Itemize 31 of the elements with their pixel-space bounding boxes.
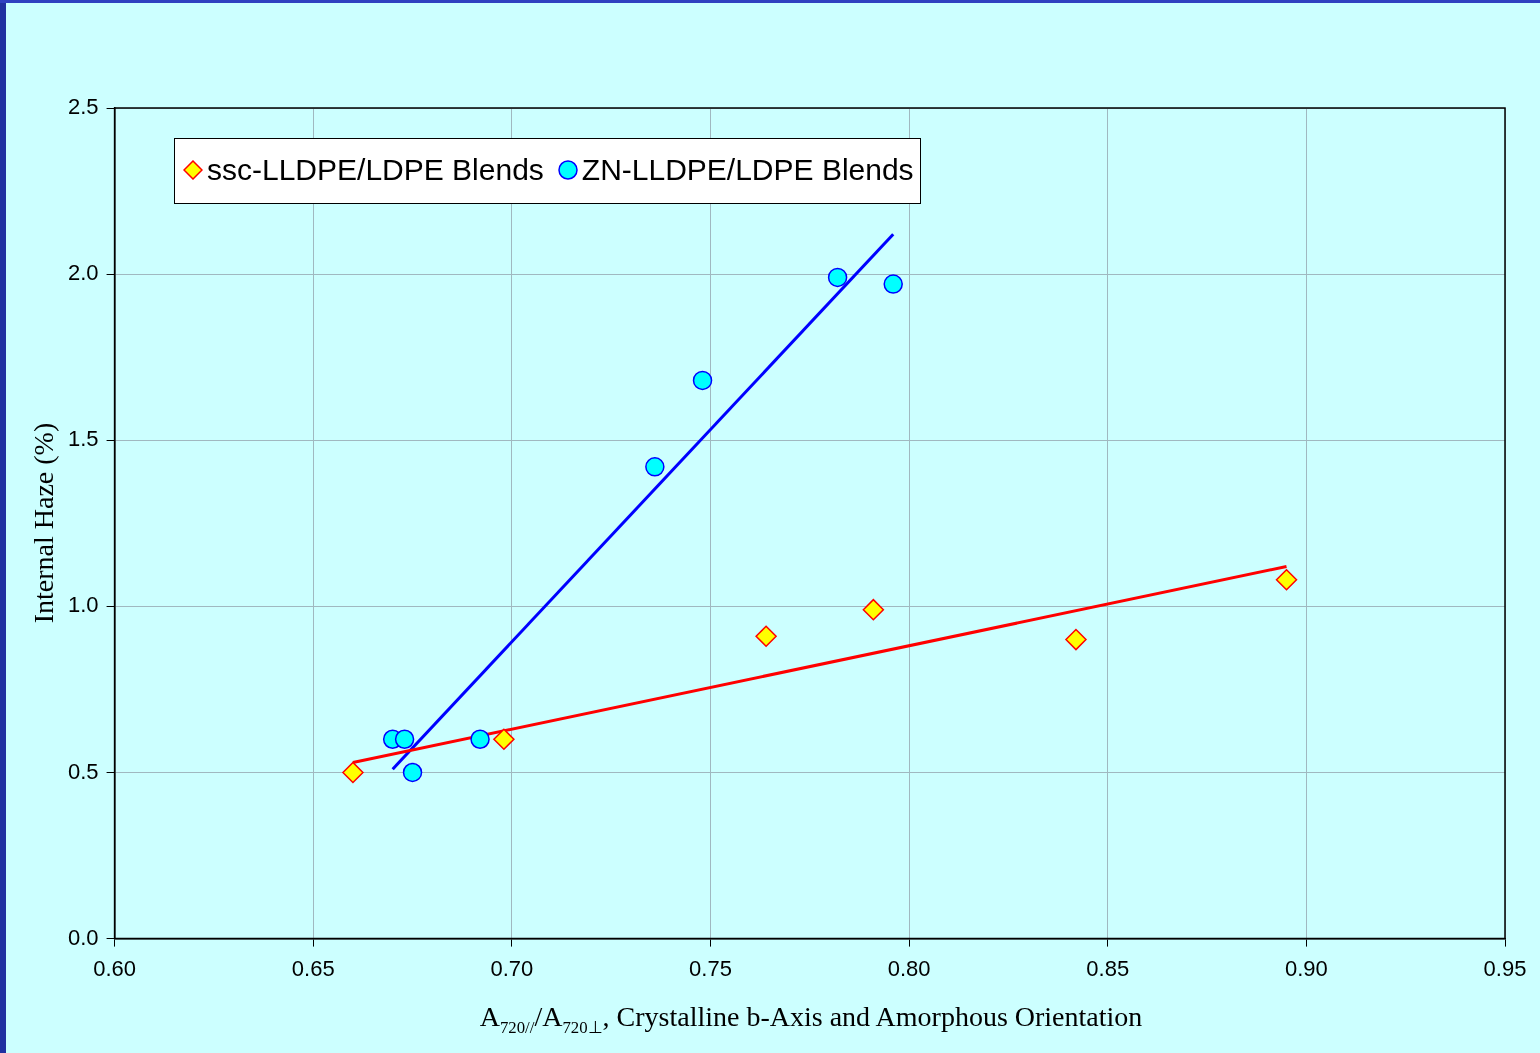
legend-label: ssc-LLDPE/LDPE Blends <box>207 153 544 187</box>
point <box>755 625 777 648</box>
y-tick-label: 1.5 <box>67 426 99 452</box>
y-tick-label: 0.5 <box>67 758 99 784</box>
x-tick-label: 0.95 <box>1483 955 1527 981</box>
x-tick-label: 0.75 <box>689 955 732 981</box>
y-tick-label: 2.0 <box>67 260 99 286</box>
point <box>342 761 364 784</box>
y-tick-label: 1.0 <box>67 592 99 618</box>
y-tick-label: 0.0 <box>67 924 99 950</box>
point <box>402 762 423 783</box>
x-tick-label: 0.85 <box>1086 955 1130 981</box>
point <box>827 267 848 288</box>
point <box>862 598 885 621</box>
point <box>645 457 665 477</box>
y-axis-title: Internal Haze (%) <box>28 422 60 624</box>
point <box>883 274 903 294</box>
x-tick-label: 0.60 <box>93 955 136 981</box>
y-tick-label: 2.5 <box>67 94 99 120</box>
legend-label: ZN-LLDPE/LDPE Blends <box>581 153 914 187</box>
point <box>493 728 515 751</box>
point <box>394 729 415 750</box>
x-tick-label: 0.90 <box>1284 955 1328 981</box>
x-tick-label: 0.80 <box>887 955 931 981</box>
x-tick-label: 0.70 <box>490 955 534 981</box>
x-axis-title: A$_{720//}$/A$_{720⊥}$, Crystalline b-Axis and Amorphous Orientation <box>478 1001 1144 1038</box>
point <box>1065 628 1087 651</box>
point <box>470 729 490 750</box>
x-tick-label: 0.65 <box>291 955 335 981</box>
point <box>692 370 713 391</box>
point <box>1275 569 1298 591</box>
